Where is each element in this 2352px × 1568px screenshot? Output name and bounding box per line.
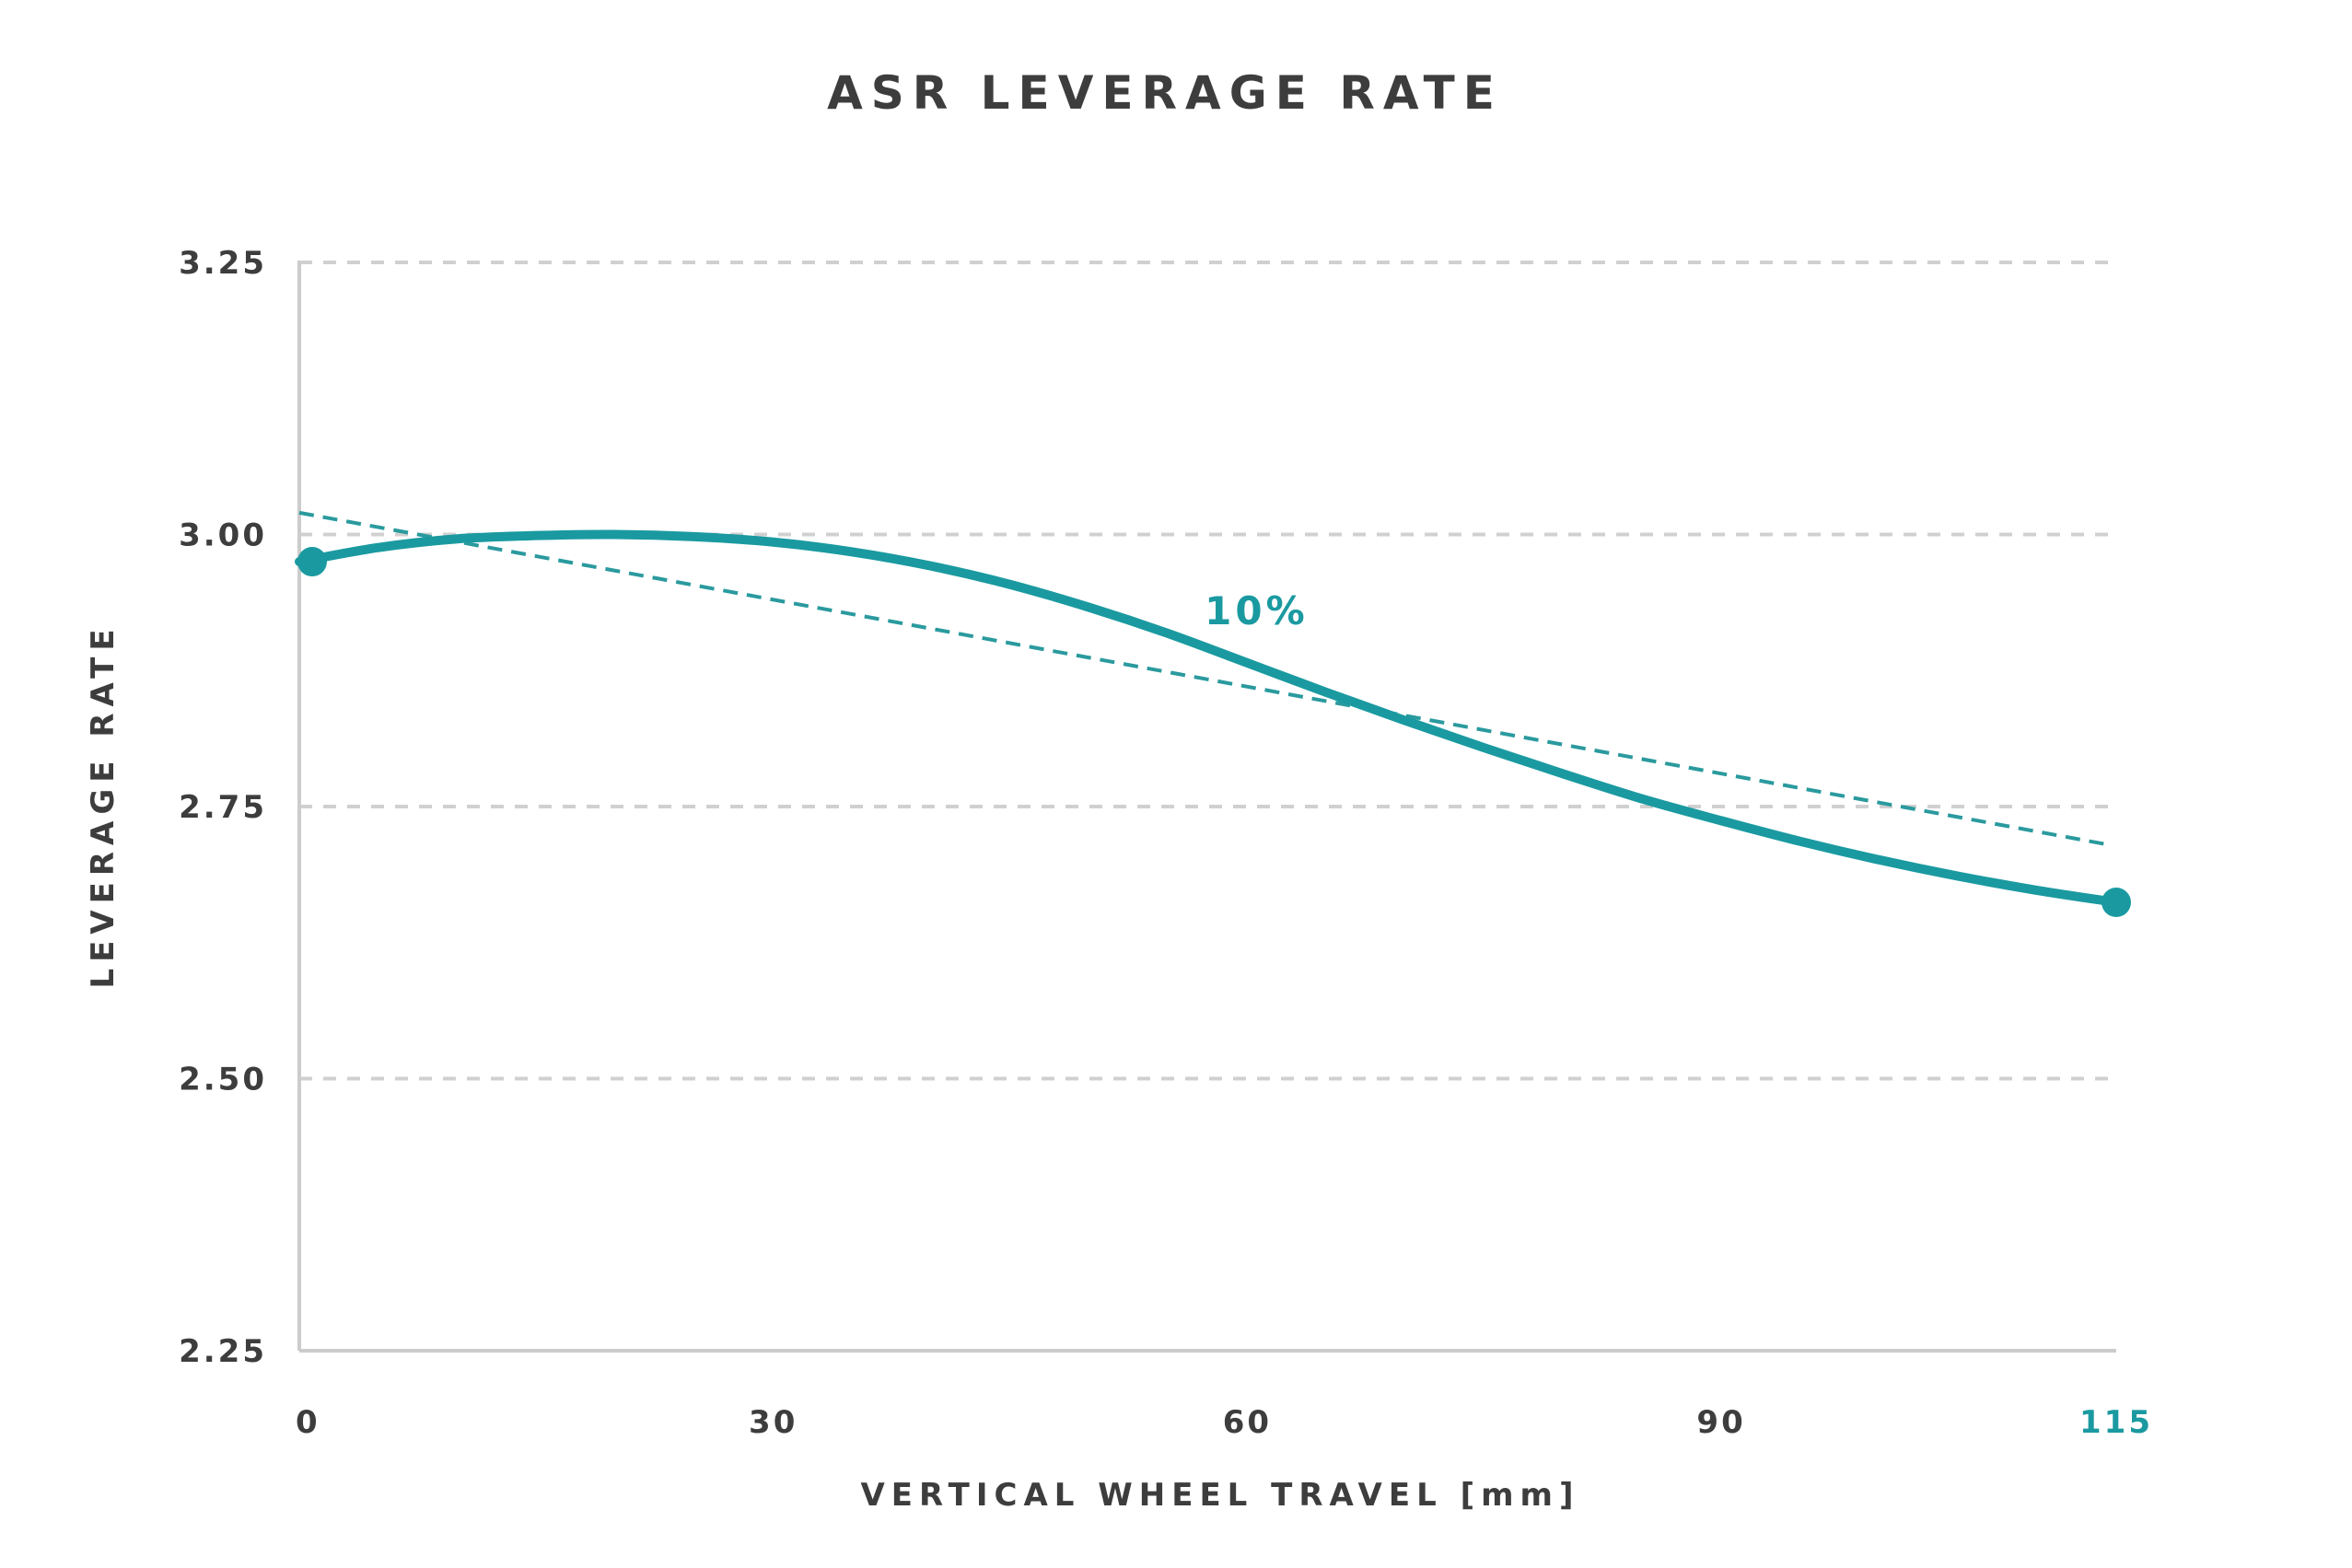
- x-tick-labels: 0 30 60 90 115: [296, 1404, 2153, 1441]
- x-tick-label: 115: [2079, 1404, 2153, 1441]
- x-tick-label: 30: [749, 1404, 798, 1441]
- y-tick-label: 2.50: [179, 1062, 267, 1098]
- trend-line: [298, 510, 2109, 847]
- series-end-point: [2102, 888, 2131, 918]
- y-tick-label: 3.25: [179, 245, 267, 282]
- y-tick-label: 2.25: [179, 1333, 267, 1370]
- x-tick-label: 90: [1696, 1404, 1745, 1441]
- x-tick-label: 0: [296, 1404, 320, 1441]
- y-tick-label: 3.00: [179, 517, 267, 554]
- y-tick-labels: 3.25 3.00 2.75 2.50 2.25: [179, 245, 267, 1370]
- y-tick-label: 2.75: [179, 789, 267, 826]
- annotation-label: 10%: [1205, 588, 1309, 633]
- series-layer: [295, 529, 2131, 918]
- axes: [297, 261, 2116, 1353]
- x-axis-title: VERTICAL WHEEL TRAVEL [mm]: [860, 1477, 1579, 1514]
- y-axis-title: LEVERAGE RATE: [85, 622, 122, 988]
- x-tick-label: 60: [1223, 1404, 1272, 1441]
- annotations: 10%: [1205, 588, 1309, 633]
- grid-lines: [299, 261, 2116, 1081]
- series-line: [295, 529, 2121, 908]
- chart-title: ASR LEVERAGE RATE: [827, 66, 1503, 120]
- trend-line-segment: [298, 510, 2109, 847]
- series-start-point: [297, 547, 327, 577]
